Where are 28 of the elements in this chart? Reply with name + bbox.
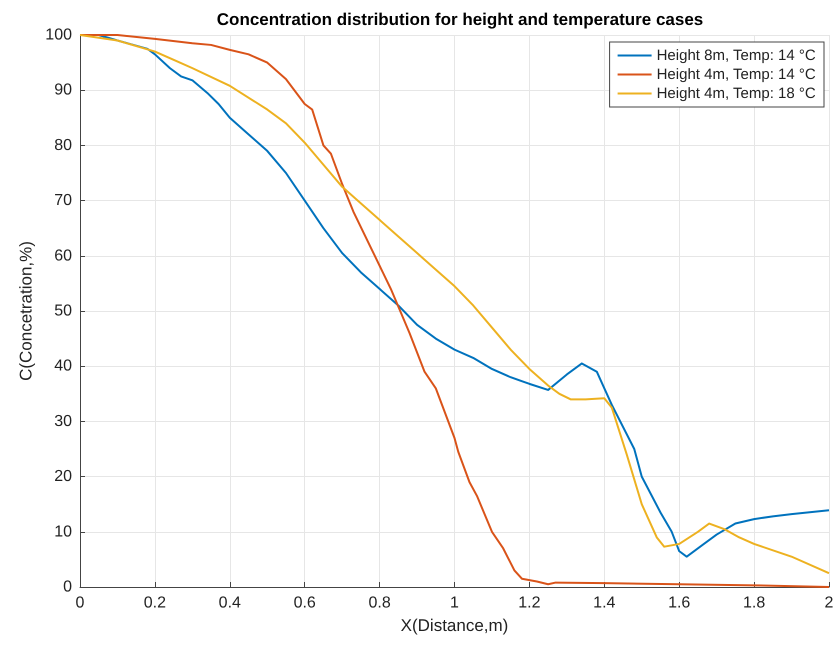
x-axis-title: X(Distance,m) bbox=[400, 616, 508, 635]
chart-title: Concentration distribution for height and temperature cases bbox=[216, 10, 704, 29]
x-tick-label: 1 bbox=[450, 594, 460, 612]
legend-label: Height 4m, Temp: 18 °C bbox=[656, 85, 816, 102]
x-tick-label: 0 bbox=[76, 594, 85, 612]
y-tick-label: 80 bbox=[54, 136, 72, 154]
y-tick-label: 10 bbox=[54, 523, 72, 540]
x-tick-label: 1.6 bbox=[668, 594, 690, 612]
y-tick-label: 30 bbox=[54, 412, 72, 430]
y-tick-label: 70 bbox=[54, 192, 72, 210]
y-axis-title: C(Concetration,%) bbox=[16, 241, 36, 381]
x-tick-label: 0.2 bbox=[144, 594, 166, 612]
y-tick-label: 50 bbox=[54, 302, 72, 320]
y-tick-label: 60 bbox=[54, 247, 72, 264]
x-tick-label: 0.6 bbox=[294, 594, 316, 612]
y-tick-label: 40 bbox=[54, 358, 72, 375]
y-tick-label: 0 bbox=[63, 578, 72, 596]
y-tick-label: 100 bbox=[45, 26, 72, 44]
legend-label: Height 4m, Temp: 14 °C bbox=[656, 66, 816, 83]
legend-label: Height 8m, Temp: 14 °C bbox=[656, 47, 816, 64]
y-tick-label: 90 bbox=[54, 82, 72, 99]
x-tick-label: 1.2 bbox=[518, 594, 541, 612]
x-tick-label: 1.8 bbox=[742, 594, 766, 612]
x-tick-label: 0.4 bbox=[218, 594, 242, 612]
x-tick-label: 1.4 bbox=[593, 594, 616, 612]
x-tick-label: 2 bbox=[824, 594, 834, 612]
x-tick-label: 0.8 bbox=[368, 594, 391, 612]
y-tick-label: 20 bbox=[54, 468, 72, 486]
